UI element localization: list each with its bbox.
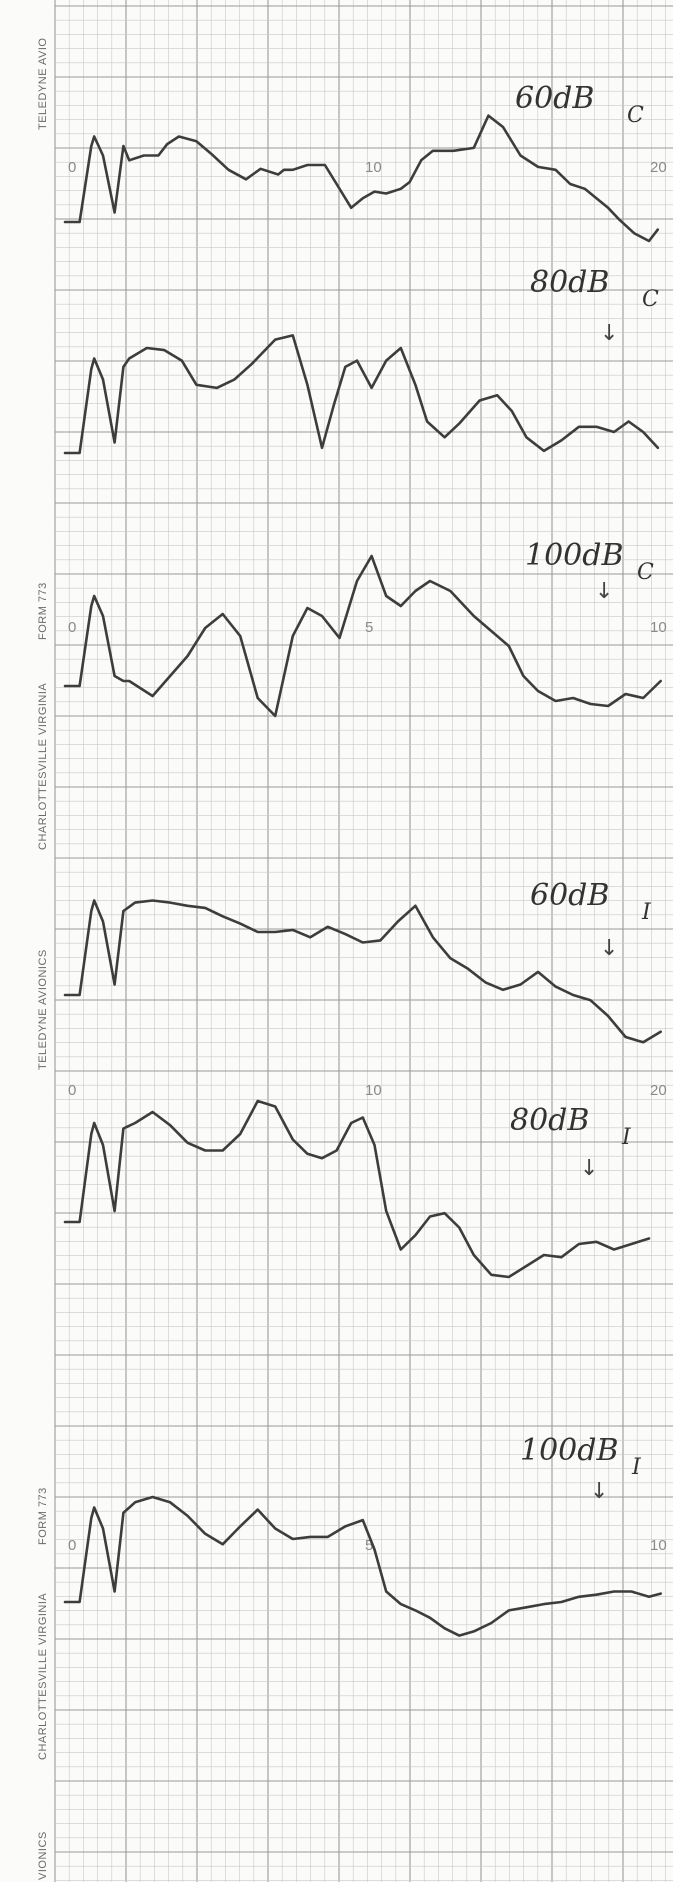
trace-panel: 0 10 20 60dB I ↓ bbox=[63, 878, 667, 1099]
down-arrow-icon: ↓ bbox=[595, 579, 613, 604]
tick-label: 10 bbox=[650, 1537, 667, 1554]
condition-subscript: C bbox=[642, 287, 659, 312]
brand-bottom-fragment: VIONICS bbox=[37, 1831, 49, 1880]
tick-label: 5 bbox=[365, 1537, 373, 1554]
level-annotation: 80dB bbox=[530, 265, 609, 300]
trace-panel: 80dB C ↓ bbox=[63, 265, 660, 455]
grid bbox=[54, 0, 673, 1882]
response-trace bbox=[63, 1099, 651, 1279]
down-arrow-icon: ↓ bbox=[600, 321, 618, 346]
down-arrow-icon: ↓ bbox=[600, 936, 618, 961]
level-annotation: 60dB bbox=[515, 81, 594, 116]
level-annotation: 100dB bbox=[525, 538, 624, 573]
tick-label: 5 bbox=[365, 619, 373, 636]
tick-label: 10 bbox=[365, 159, 382, 176]
tick-label: 0 bbox=[68, 1082, 76, 1099]
response-trace bbox=[63, 334, 660, 455]
trace-panel: 80dB I ↓ bbox=[63, 1099, 651, 1279]
location-label-2: CHARLOTTESVILLE VIRGINIA bbox=[37, 1593, 49, 1760]
level-annotation: 60dB bbox=[530, 878, 609, 913]
condition-subscript: I bbox=[621, 1125, 632, 1150]
tick-label: 0 bbox=[68, 159, 76, 176]
location-label-1: CHARLOTTESVILLE VIRGINIA bbox=[37, 683, 49, 850]
trace-panel: 0 5 10 100dB I ↓ bbox=[63, 1433, 667, 1637]
form-label-1: FORM 773 bbox=[37, 582, 49, 640]
tick-label: 20 bbox=[650, 1082, 667, 1099]
tick-label: 0 bbox=[68, 1537, 76, 1554]
brand-label: TELEDYNE AVIONICS bbox=[37, 949, 49, 1070]
response-trace bbox=[63, 899, 662, 1044]
response-trace bbox=[63, 554, 662, 718]
down-arrow-icon: ↓ bbox=[580, 1156, 598, 1181]
condition-subscript: C bbox=[637, 560, 654, 585]
level-annotation: 80dB bbox=[510, 1103, 589, 1138]
response-trace bbox=[63, 1495, 662, 1637]
response-trace bbox=[63, 114, 660, 243]
tick-label: 20 bbox=[650, 159, 667, 176]
form-label-2: FORM 773 bbox=[37, 1487, 49, 1545]
trace-panel: 0 10 20 60dB C bbox=[63, 81, 667, 243]
tick-label: 0 bbox=[68, 619, 76, 636]
trace-panel: 0 5 10 100dB C ↓ bbox=[63, 538, 667, 718]
down-arrow-icon: ↓ bbox=[590, 1479, 608, 1504]
tick-label: 10 bbox=[650, 619, 667, 636]
condition-subscript: I bbox=[641, 900, 652, 925]
condition-subscript: I bbox=[631, 1455, 642, 1480]
tick-label: 10 bbox=[365, 1082, 382, 1099]
brand-top-fragment: TELEDYNE AVIO bbox=[37, 38, 49, 131]
level-annotation: 100dB bbox=[520, 1433, 619, 1468]
condition-subscript: C bbox=[627, 103, 644, 128]
